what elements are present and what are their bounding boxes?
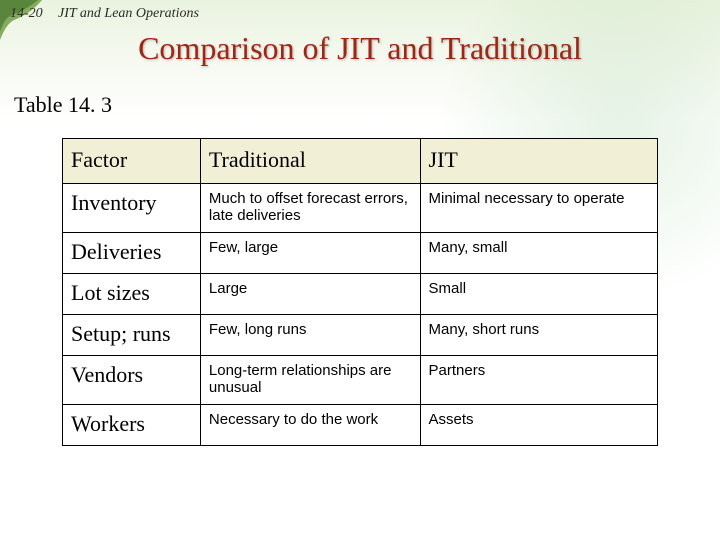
jit-cell: Assets	[420, 405, 657, 446]
table-row: Setup; runs Few, long runs Many, short r…	[63, 315, 658, 356]
factor-cell: Vendors	[63, 356, 201, 405]
traditional-cell: Necessary to do the work	[200, 405, 420, 446]
chapter-title: JIT and Lean Operations	[58, 6, 199, 22]
factor-cell: Deliveries	[63, 233, 201, 274]
jit-cell: Many, small	[420, 233, 657, 274]
jit-cell: Partners	[420, 356, 657, 405]
slide-title: Comparison of JIT and Traditional	[0, 30, 720, 67]
table-row: Vendors Long-term relationships are unus…	[63, 356, 658, 405]
table-header-row: Factor Traditional JIT	[63, 139, 658, 184]
table-row: Lot sizes Large Small	[63, 274, 658, 315]
jit-cell: Small	[420, 274, 657, 315]
traditional-cell: Much to offset forecast errors, late del…	[200, 184, 420, 233]
table-label: Table 14. 3	[14, 92, 112, 118]
table-row: Deliveries Few, large Many, small	[63, 233, 658, 274]
jit-cell: Minimal necessary to operate	[420, 184, 657, 233]
traditional-cell: Long-term relationships are unusual	[200, 356, 420, 405]
traditional-cell: Large	[200, 274, 420, 315]
factor-cell: Lot sizes	[63, 274, 201, 315]
table-row: Workers Necessary to do the work Assets	[63, 405, 658, 446]
factor-cell: Workers	[63, 405, 201, 446]
comparison-table: Factor Traditional JIT Inventory Much to…	[62, 138, 658, 446]
traditional-cell: Few, long runs	[200, 315, 420, 356]
jit-cell: Many, short runs	[420, 315, 657, 356]
col-header-traditional: Traditional	[200, 139, 420, 184]
col-header-factor: Factor	[63, 139, 201, 184]
factor-cell: Setup; runs	[63, 315, 201, 356]
col-header-jit: JIT	[420, 139, 657, 184]
traditional-cell: Few, large	[200, 233, 420, 274]
table-row: Inventory Much to offset forecast errors…	[63, 184, 658, 233]
page-number: 14-20	[10, 6, 43, 22]
factor-cell: Inventory	[63, 184, 201, 233]
